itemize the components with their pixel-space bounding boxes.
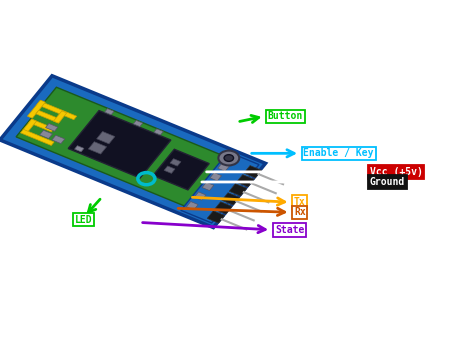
Polygon shape — [29, 119, 54, 132]
Text: Enable / Key: Enable / Key — [303, 148, 374, 158]
Polygon shape — [207, 211, 225, 223]
Polygon shape — [170, 159, 181, 166]
Polygon shape — [97, 131, 115, 144]
Text: Rx: Rx — [294, 207, 306, 217]
Polygon shape — [202, 182, 214, 190]
Circle shape — [219, 151, 239, 165]
Text: Tx: Tx — [294, 197, 306, 207]
Polygon shape — [237, 175, 254, 187]
Polygon shape — [210, 173, 221, 181]
Polygon shape — [222, 193, 239, 205]
Polygon shape — [36, 110, 61, 123]
Polygon shape — [68, 111, 171, 178]
Polygon shape — [74, 146, 84, 152]
Polygon shape — [46, 123, 58, 131]
Polygon shape — [153, 149, 209, 190]
Polygon shape — [154, 129, 164, 135]
Polygon shape — [133, 120, 143, 127]
Text: Vcc (+5v): Vcc (+5v) — [370, 167, 423, 177]
Polygon shape — [27, 100, 46, 118]
Polygon shape — [218, 163, 229, 171]
Polygon shape — [23, 119, 36, 132]
Polygon shape — [194, 192, 206, 200]
Polygon shape — [88, 142, 107, 154]
Text: Button: Button — [268, 111, 303, 121]
Polygon shape — [164, 166, 175, 173]
Polygon shape — [20, 129, 54, 146]
Text: Ground: Ground — [370, 177, 405, 187]
Polygon shape — [40, 130, 53, 139]
Polygon shape — [181, 152, 259, 223]
Polygon shape — [186, 202, 198, 210]
Polygon shape — [37, 101, 77, 120]
Text: State: State — [275, 225, 304, 235]
Polygon shape — [215, 202, 232, 214]
Polygon shape — [229, 184, 247, 196]
Polygon shape — [0, 76, 265, 227]
Polygon shape — [105, 109, 114, 115]
Circle shape — [224, 155, 234, 161]
Polygon shape — [54, 111, 67, 123]
Text: LED: LED — [75, 215, 92, 225]
Polygon shape — [244, 165, 262, 178]
Polygon shape — [16, 87, 249, 216]
Polygon shape — [52, 135, 65, 144]
